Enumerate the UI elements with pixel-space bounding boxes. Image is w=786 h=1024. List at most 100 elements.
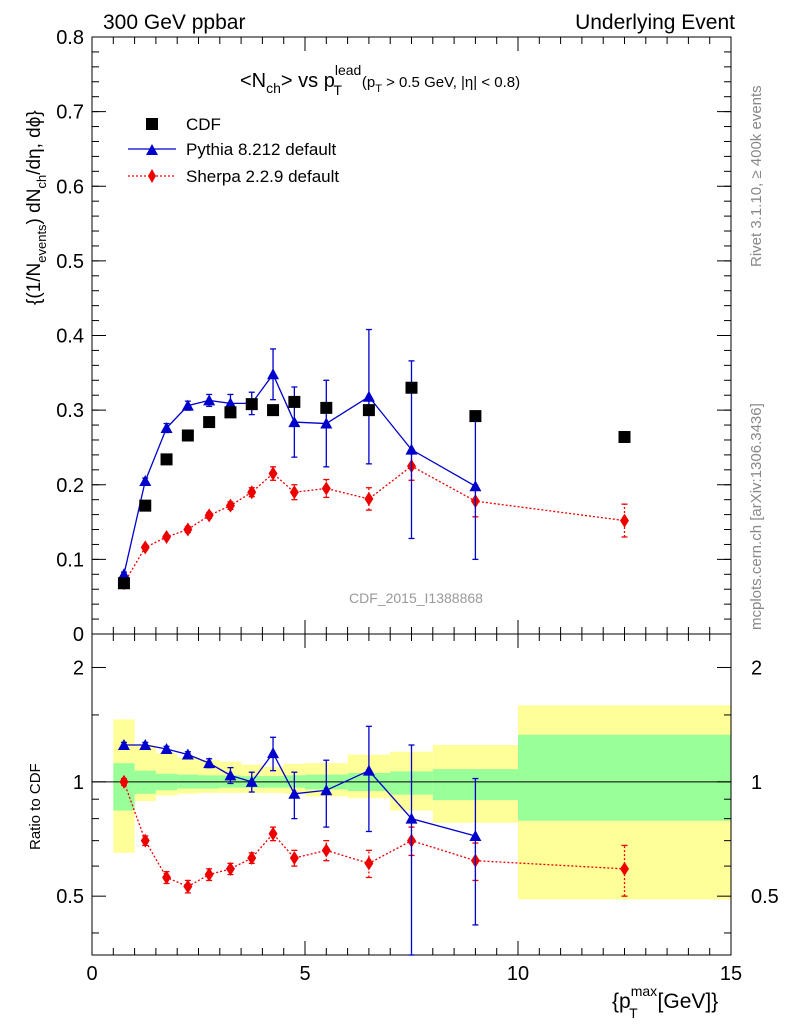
header-left: 300 GeV ppbar bbox=[103, 11, 245, 34]
sherpa-point bbox=[140, 540, 150, 555]
pythia-ratio-point bbox=[160, 743, 173, 755]
cdf-point bbox=[181, 429, 194, 442]
sherpa-point bbox=[247, 485, 257, 500]
ratio-y-tick-label-right: 2 bbox=[751, 657, 762, 679]
cdf-point bbox=[139, 499, 152, 512]
ratio-y-tick-label-right: 1 bbox=[751, 772, 762, 794]
xlabel-sub: T bbox=[629, 1005, 638, 1021]
x-axis-label: {pmax T [GeV]} bbox=[612, 983, 718, 1021]
ylabel-sub: ch bbox=[34, 175, 49, 189]
pythia-point bbox=[320, 417, 333, 429]
sherpa-ratio-point bbox=[289, 851, 299, 866]
title-t-sub: T bbox=[333, 82, 342, 98]
xlabel-open: {p bbox=[612, 990, 631, 1013]
sherpa-point bbox=[364, 491, 374, 506]
ratio-y-axis-label: Ratio to CDF bbox=[27, 763, 44, 850]
title-ch-sub: ch bbox=[266, 80, 281, 96]
ratio-y-tick-label-right: 0.5 bbox=[751, 886, 779, 908]
pythia-ratio-point bbox=[362, 764, 375, 776]
ylabel-part: /dη, dϕ} bbox=[24, 110, 45, 175]
pythia-ratio-point bbox=[139, 739, 152, 751]
sherpa-ratio-point bbox=[119, 774, 129, 789]
analysis-watermark: CDF_2015_I1388868 bbox=[349, 590, 483, 606]
main-y-tick-label: 0.6 bbox=[56, 176, 84, 198]
plot-title: <Nch> vs plead T (pT > 0.5 GeV, |η| < 0.8) bbox=[240, 62, 520, 98]
sherpa-ratio-point bbox=[364, 856, 374, 871]
pythia-ratio-point bbox=[267, 747, 280, 759]
legend-pythia-label: Pythia 8.212 default bbox=[186, 140, 337, 159]
main-y-axis-label: {(1/Nevents) dNch/dη, dϕ} bbox=[24, 110, 49, 305]
x-tick-label: 0 bbox=[86, 963, 97, 985]
cdf-point bbox=[267, 404, 280, 417]
sherpa-ratio-point bbox=[162, 870, 172, 885]
title-cut-open: (p bbox=[362, 74, 375, 91]
sherpa-ratio-line bbox=[123, 781, 625, 888]
cdf-point bbox=[405, 381, 418, 394]
sherpa-point bbox=[183, 522, 193, 537]
pythia-ratio-point bbox=[203, 757, 216, 769]
sherpa-ratio-point bbox=[183, 879, 193, 894]
main-axis-ticks: 0 0.1 0.2 0.3 0.4 0.5 0.6 0.7 0.8 bbox=[56, 27, 732, 646]
cdf-point bbox=[469, 410, 482, 423]
pythia-point bbox=[267, 368, 280, 380]
sherpa-point bbox=[289, 485, 299, 500]
ratio-axis-ticks: 0.5 0.5 1 1 2 2 0 5 10 15 bbox=[56, 634, 779, 985]
main-y-tick-label: 0 bbox=[73, 624, 84, 646]
main-y-tick-label: 0.3 bbox=[56, 400, 84, 422]
main-data-layer bbox=[117, 328, 631, 591]
pythia-ratio-point bbox=[224, 769, 237, 781]
pythia-point bbox=[405, 443, 418, 455]
pythia-point bbox=[139, 475, 152, 487]
main-y-tick-label: 0.1 bbox=[56, 549, 84, 571]
sherpa-ratio-point bbox=[620, 861, 629, 876]
title-part: <N bbox=[240, 70, 266, 92]
cdf-point bbox=[160, 453, 173, 466]
sherpa-point bbox=[268, 466, 278, 481]
pythia-point bbox=[181, 399, 194, 411]
ylabel-sub: events bbox=[34, 224, 49, 263]
pythia-ratio-point bbox=[469, 830, 482, 842]
title-cut-rest: > 0.5 GeV, |η| < 0.8) bbox=[382, 74, 520, 91]
pythia-point bbox=[469, 480, 482, 492]
mcplots-label: mcplots.cern.ch [arXiv:1306.3436] bbox=[748, 403, 765, 630]
x-tick-label: 5 bbox=[299, 963, 310, 985]
pythia-point bbox=[362, 390, 375, 402]
main-y-tick-label: 0.5 bbox=[56, 251, 84, 273]
cdf-point bbox=[618, 430, 631, 443]
title-part: > vs p bbox=[281, 70, 335, 92]
title-lead-sup: lead bbox=[335, 62, 361, 78]
cdf-point bbox=[203, 416, 216, 429]
pythia-ratio-point bbox=[288, 787, 301, 799]
pythia-point bbox=[117, 568, 130, 580]
ratio-y-tick-label: 2 bbox=[73, 657, 84, 679]
sherpa-line bbox=[123, 465, 625, 584]
ylabel-part: ) dN bbox=[24, 189, 45, 225]
sherpa-ratio-point bbox=[247, 851, 257, 866]
pythia-ratio-point bbox=[117, 739, 130, 751]
main-y-tick-label: 0.8 bbox=[56, 27, 84, 49]
pythia-ratio-point bbox=[405, 812, 418, 824]
xlabel-sup: max bbox=[631, 983, 657, 999]
rivet-label: Rivet 3.1.10, ≥ 400k events bbox=[748, 85, 765, 267]
pythia-point bbox=[288, 416, 301, 428]
cdf-point bbox=[117, 577, 130, 590]
x-tick-label: 10 bbox=[507, 963, 529, 985]
main-y-tick-label: 0.4 bbox=[56, 326, 84, 348]
sherpa-point bbox=[204, 508, 214, 523]
legend-sherpa-marker bbox=[148, 169, 156, 183]
ratio-data-layer bbox=[117, 725, 629, 956]
legend-cdf-marker bbox=[146, 118, 158, 130]
sherpa-point bbox=[225, 498, 235, 513]
x-tick-label: 15 bbox=[720, 963, 742, 985]
pythia-ratio-point bbox=[320, 784, 333, 796]
cdf-point bbox=[245, 398, 258, 411]
cdf-point bbox=[224, 406, 237, 419]
pythia-ratio-point bbox=[245, 775, 258, 787]
sherpa-point bbox=[162, 529, 172, 544]
cdf-point bbox=[320, 401, 333, 414]
pythia-point bbox=[224, 397, 237, 409]
pythia-point bbox=[203, 394, 216, 406]
legend-cdf-label: CDF bbox=[186, 115, 221, 134]
legend-pythia-marker bbox=[146, 144, 158, 155]
